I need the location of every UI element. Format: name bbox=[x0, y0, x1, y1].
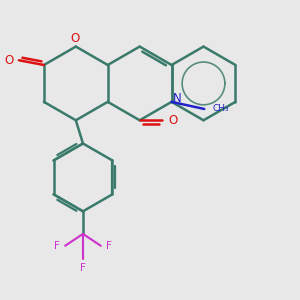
Text: F: F bbox=[80, 263, 86, 273]
Text: F: F bbox=[106, 241, 112, 251]
Text: CH₃: CH₃ bbox=[213, 104, 229, 113]
Text: N: N bbox=[173, 92, 182, 105]
Text: O: O bbox=[4, 54, 14, 67]
Text: F: F bbox=[55, 241, 60, 251]
Text: O: O bbox=[70, 32, 79, 45]
Text: O: O bbox=[168, 114, 178, 127]
